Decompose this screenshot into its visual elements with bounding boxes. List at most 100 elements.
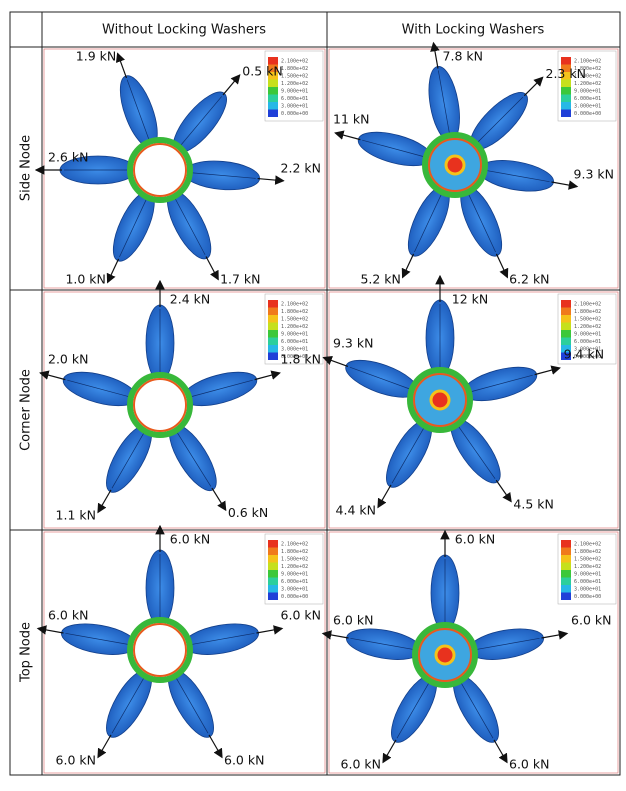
lobe-stripe xyxy=(484,169,550,183)
legend-label: 0.000e+00 xyxy=(574,111,601,117)
legend-swatch xyxy=(268,570,278,578)
load-label: 4.5 kN xyxy=(513,496,553,511)
legend-label: 1.200e+02 xyxy=(281,564,308,570)
load-arrow xyxy=(106,258,120,284)
legend-swatch xyxy=(268,337,278,345)
legend-label: 1.800e+02 xyxy=(574,66,601,72)
legend-label: 1.500e+02 xyxy=(281,557,308,563)
legend-swatch xyxy=(561,109,571,117)
node-ring xyxy=(127,372,193,438)
legend-label: 2.100e+02 xyxy=(574,59,601,65)
node-centre xyxy=(434,644,456,666)
load-label: 6.0 kN xyxy=(170,532,210,547)
legend-label: 9.000e+01 xyxy=(281,572,308,578)
lobe-stripe xyxy=(126,79,151,142)
load-arrow xyxy=(495,253,509,279)
legend-swatch xyxy=(268,592,278,600)
load-arrow xyxy=(495,479,512,503)
legend-swatch xyxy=(561,94,571,102)
load-label: 11 kN xyxy=(333,111,369,126)
lobe-stripe xyxy=(456,424,496,479)
fea-image: 2.100e+021.800e+02 1.500e+021.200e+02 9.00… xyxy=(322,274,619,529)
node-ring-inner xyxy=(133,623,187,677)
node-centre xyxy=(444,154,466,176)
node-ring-inner xyxy=(413,373,467,427)
legend-swatch xyxy=(268,352,278,360)
load-arrow xyxy=(115,52,128,79)
load-arrow xyxy=(541,630,569,640)
load-arrow xyxy=(257,175,285,185)
load-label: 9.3 kN xyxy=(574,167,614,182)
load-arrow xyxy=(322,355,349,368)
legend-label: 0.000e+00 xyxy=(281,354,308,360)
legend-label: 2.100e+02 xyxy=(281,542,308,548)
legend-swatch xyxy=(561,102,571,110)
load-arrow xyxy=(334,130,361,141)
load-arrow xyxy=(211,487,227,512)
legend-label: 6.000e+01 xyxy=(574,579,601,585)
load-arrow xyxy=(401,253,415,279)
legend-label: 1.500e+02 xyxy=(574,557,601,563)
lobe-stripe xyxy=(173,196,206,255)
lobe-stripe xyxy=(475,96,524,145)
legend-swatch xyxy=(561,570,571,578)
color-legend: 2.100e+021.800e+02 1.500e+021.200e+02 9.00… xyxy=(264,50,324,122)
load-label: 9.3 kN xyxy=(333,336,373,351)
legend-label: 3.000e+01 xyxy=(574,347,601,353)
legend-swatch xyxy=(561,64,571,72)
color-legend: 2.100e+021.800e+02 1.500e+021.200e+02 9.00… xyxy=(264,533,324,605)
legend-swatch xyxy=(268,555,278,563)
legend-swatch xyxy=(268,577,278,585)
lobe-stripe xyxy=(468,374,533,393)
column-header: With Locking Washers xyxy=(402,23,545,38)
load-label: 6.0 kN xyxy=(224,752,264,767)
legend-label: 6.000e+01 xyxy=(574,339,601,345)
load-label: 6.2 kN xyxy=(509,272,549,287)
lobe-stripe xyxy=(111,430,146,489)
legend-label: 2.100e+02 xyxy=(281,302,308,308)
legend-swatch xyxy=(561,540,571,548)
legend-swatch xyxy=(561,322,571,330)
legend-label: 1.500e+02 xyxy=(281,317,308,323)
fea-image: 2.100e+021.800e+02 1.500e+021.200e+02 9.00… xyxy=(34,49,326,289)
legend-swatch xyxy=(268,307,278,315)
legend-label: 9.000e+01 xyxy=(574,332,601,338)
load-arrow xyxy=(36,625,64,635)
load-arrow xyxy=(534,365,561,376)
load-label: 6.0 kN xyxy=(281,607,321,622)
legend-swatch xyxy=(561,562,571,570)
legend-label: 3.000e+01 xyxy=(281,347,308,353)
load-arrow xyxy=(430,41,440,69)
legend-label: 1.200e+02 xyxy=(574,324,601,330)
load-arrow xyxy=(377,484,392,509)
lobe-stripe xyxy=(350,637,416,651)
legend-label: 9.000e+01 xyxy=(574,89,601,95)
load-label: 9.4 kN xyxy=(564,346,604,361)
legend-label: 1.200e+02 xyxy=(574,564,601,570)
legend-label: 1.500e+02 xyxy=(281,74,308,80)
load-label: 6.0 kN xyxy=(509,757,549,772)
load-arrow xyxy=(97,734,112,759)
color-legend: 2.100e+021.800e+02 1.500e+021.200e+02 9.00… xyxy=(264,293,324,365)
legend-swatch xyxy=(268,72,278,80)
load-arrow xyxy=(39,370,66,381)
load-arrow xyxy=(254,370,281,381)
legend-swatch xyxy=(561,337,571,345)
load-label: 6.0 kN xyxy=(341,757,381,772)
legend-label: 1.200e+02 xyxy=(574,81,601,87)
legend-label: 1.800e+02 xyxy=(281,549,308,555)
load-label: 2.6 kN xyxy=(48,150,88,165)
lobe-stripe xyxy=(459,680,494,739)
legend-swatch xyxy=(561,57,571,65)
table-grid xyxy=(9,11,621,776)
load-label: 4.4 kN xyxy=(336,502,376,517)
fea-image: 2.100e+021.800e+02 1.500e+021.200e+02 9.00… xyxy=(328,41,619,289)
legend-label: 0.000e+00 xyxy=(574,594,601,600)
legend-label: 6.000e+01 xyxy=(281,96,308,102)
lobe-stripe xyxy=(188,379,253,398)
legend-label: 3.000e+01 xyxy=(574,587,601,593)
legend-label: 3.000e+01 xyxy=(574,104,601,110)
node-ring xyxy=(127,617,193,683)
legend-swatch xyxy=(268,87,278,95)
legend-label: 1.800e+02 xyxy=(281,66,308,72)
